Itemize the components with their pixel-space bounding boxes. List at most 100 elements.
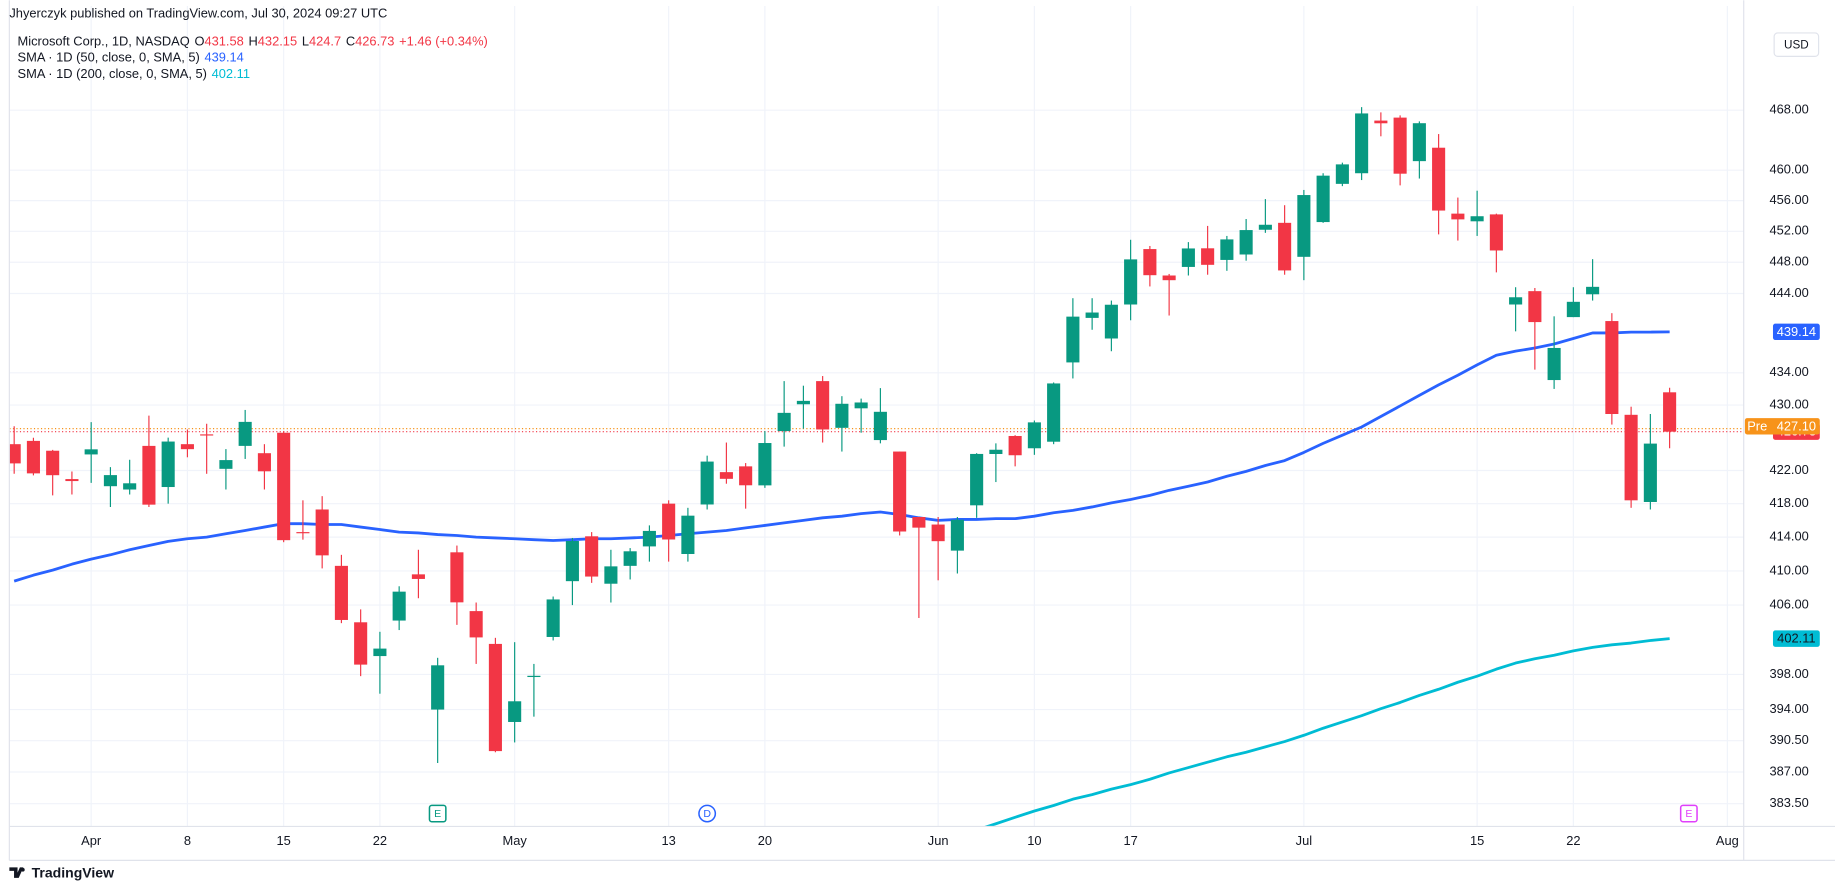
candle-body xyxy=(1412,123,1426,162)
candle-body xyxy=(103,475,117,487)
candle-body xyxy=(1547,347,1561,381)
legend-title: Microsoft Corp., 1D, NASDAQ xyxy=(18,34,190,49)
candle-body xyxy=(238,421,252,446)
candle-body xyxy=(1162,275,1176,281)
candle-body xyxy=(123,483,137,490)
x-tick-label: Aug xyxy=(1716,833,1739,848)
candle-body xyxy=(450,552,464,603)
sma-name: SMA · 1D (50, close, 0, SMA, 5) xyxy=(18,50,200,65)
y-tick-label: 410.00 xyxy=(1769,562,1808,577)
y-tick-label: 430.00 xyxy=(1769,396,1808,411)
candle-body xyxy=(662,503,676,540)
legend-sma50: SMA · 1D (50, close, 0, SMA, 5) 439.14 xyxy=(18,50,244,65)
ohlc-value: 424.7 xyxy=(309,34,341,49)
candle-body xyxy=(950,519,964,551)
y-tick-label: 398.00 xyxy=(1769,666,1808,681)
sma-name: SMA · 1D (200, close, 0, SMA, 5) xyxy=(18,67,207,82)
y-tick-label: 434.00 xyxy=(1769,364,1808,379)
y-tick-label: 394.00 xyxy=(1769,701,1808,716)
candle-body xyxy=(912,517,926,528)
y-tick-label: 448.00 xyxy=(1769,254,1808,269)
candle-body xyxy=(1374,120,1388,124)
candle-body xyxy=(970,453,984,506)
candle-body xyxy=(1181,248,1195,267)
candle-body xyxy=(354,622,368,665)
event-marker xyxy=(698,804,717,823)
candle-body xyxy=(84,449,98,455)
candle-body xyxy=(277,432,291,541)
y-tick-label: 387.00 xyxy=(1769,763,1808,778)
y-tick-label: 452.00 xyxy=(1769,223,1808,238)
candle-body xyxy=(1643,443,1657,502)
x-tick-label: 22 xyxy=(1566,833,1580,848)
change: +1.46 (+0.34%) xyxy=(399,34,488,49)
x-tick-label: Apr xyxy=(81,833,102,848)
event-marker xyxy=(1679,804,1698,823)
y-tick-label: 422.00 xyxy=(1769,462,1808,477)
sma-value: 439.14 xyxy=(204,50,243,65)
candle-body xyxy=(816,381,830,430)
y-tick-label: 468.00 xyxy=(1769,102,1808,117)
candle-body xyxy=(1143,249,1157,276)
candle-body xyxy=(1663,392,1677,432)
y-tick-label: 406.00 xyxy=(1769,596,1808,611)
candle-body xyxy=(1586,286,1600,295)
currency-label[interactable]: USD xyxy=(1784,38,1809,51)
candle-body xyxy=(1258,224,1272,230)
candle-body xyxy=(1104,304,1118,339)
ohlc-key: H xyxy=(248,34,257,49)
candle-body xyxy=(508,701,522,722)
candle-body xyxy=(1355,113,1369,174)
candle-body xyxy=(1201,248,1215,265)
sma-tag-label: 402.11 xyxy=(1777,631,1815,646)
candle-body xyxy=(1451,213,1465,220)
y-tick-label: 456.00 xyxy=(1769,192,1808,207)
candle-body xyxy=(1316,175,1330,223)
event-label: D xyxy=(703,808,711,820)
y-tick-label: 444.00 xyxy=(1769,285,1808,300)
event-label: E xyxy=(1685,808,1692,820)
candle-body xyxy=(161,441,175,488)
y-tick-label: 414.00 xyxy=(1769,529,1808,544)
candle-body xyxy=(411,574,425,579)
plot xyxy=(9,107,1744,827)
candle-body xyxy=(1470,216,1484,222)
sma-tag xyxy=(1772,323,1820,341)
candle-body xyxy=(1335,164,1349,184)
candle-body xyxy=(1027,422,1041,449)
candle-body xyxy=(1124,259,1138,305)
candle-body xyxy=(373,648,387,657)
candle-body xyxy=(1624,414,1638,501)
currency-button[interactable] xyxy=(1773,32,1820,57)
candle-body xyxy=(623,551,637,566)
candle-body xyxy=(1566,301,1580,318)
y-tick-label: 460.00 xyxy=(1769,162,1808,177)
candle-body xyxy=(142,445,156,505)
candle-body xyxy=(9,444,21,464)
pre-market-tag xyxy=(1744,418,1820,435)
candle-body xyxy=(873,411,887,441)
ohlc-key: O xyxy=(194,34,204,49)
legend-main: Microsoft Corp., 1D, NASDAQ O431.58 H432.1… xyxy=(18,34,488,49)
candle-body xyxy=(719,472,733,479)
candle-body xyxy=(1605,321,1619,414)
candle-body xyxy=(469,611,483,638)
candle-body xyxy=(1047,383,1061,442)
ohlc-value: 431.58 xyxy=(204,34,243,49)
candle-body xyxy=(585,536,599,577)
candle-body xyxy=(1278,222,1292,271)
ohlc-key: L xyxy=(302,34,309,49)
x-tick-label: 13 xyxy=(661,833,675,848)
y-tick-label: 418.00 xyxy=(1769,495,1808,510)
x-tick-label: 20 xyxy=(758,833,772,848)
candle-body xyxy=(46,450,60,476)
candle-body xyxy=(219,460,233,469)
candle-body xyxy=(835,403,849,428)
legend-sma200: SMA · 1D (200, close, 0, SMA, 5) 402.11 xyxy=(18,67,250,82)
y-tick-label: 390.50 xyxy=(1769,732,1808,747)
x-tick-label: 15 xyxy=(277,833,291,848)
sma-tag xyxy=(1772,630,1820,647)
event-label: E xyxy=(434,808,441,820)
candle-body xyxy=(334,565,348,620)
